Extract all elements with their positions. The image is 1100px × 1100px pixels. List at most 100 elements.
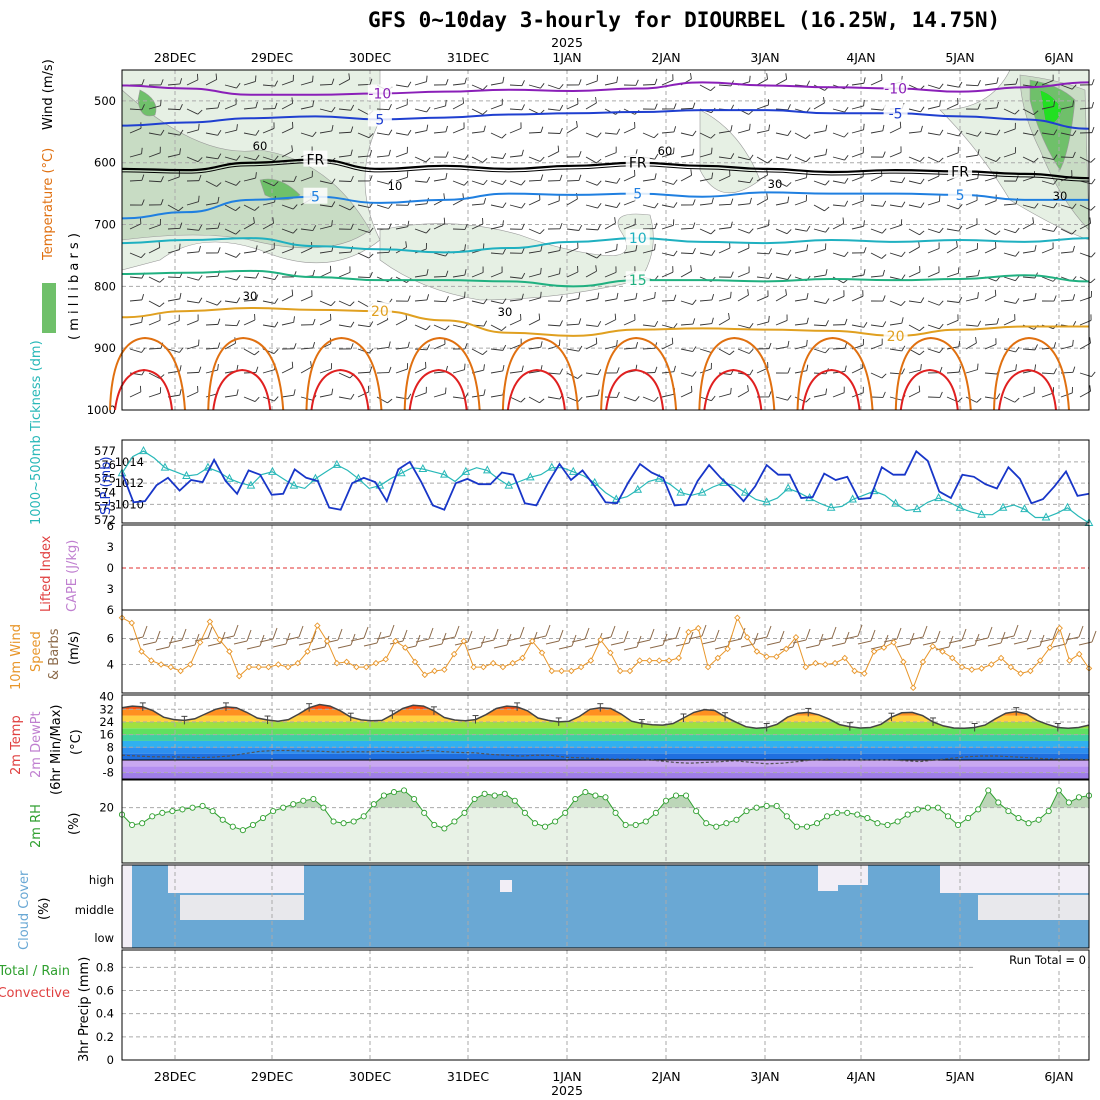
wind-barb-flag: [160, 99, 162, 106]
wind-barb: [984, 132, 997, 136]
wind-speed-marker: [470, 663, 477, 671]
wind-speed-marker: [577, 663, 585, 671]
wind-barb: [832, 156, 845, 161]
wind-barb: [851, 295, 864, 302]
wind-barb-flag: [692, 222, 696, 229]
rh-marker: [270, 808, 277, 815]
wind-barb-flag: [785, 289, 787, 296]
wind10m-barb-flag: [636, 635, 642, 648]
rh-marker: [360, 813, 367, 820]
wind-barb: [775, 228, 788, 235]
wind-barb: [870, 372, 883, 379]
wind-barb-flag: [692, 371, 697, 377]
wind-barb: [1003, 319, 1016, 326]
cloud-tick-label: middle: [75, 903, 114, 917]
wind-barb-flag: [179, 78, 183, 85]
wind-barb-flag: [482, 85, 488, 91]
rh-marker: [290, 801, 297, 808]
isotherm-30: [408, 368, 468, 411]
wind-barb: [908, 228, 920, 236]
rh-marker: [149, 813, 156, 820]
wind-barb-flag: [559, 244, 562, 251]
wind-barb: [889, 252, 902, 258]
wind-barb: [813, 394, 826, 398]
wind-barb-flag: [215, 73, 218, 80]
thickness-marker: [912, 504, 922, 513]
wind-barb: [414, 228, 427, 234]
wind-barb: [946, 272, 959, 278]
rh-marker: [310, 795, 317, 803]
wind-barb: [585, 102, 597, 110]
wind10m-barb-flag: [987, 626, 993, 639]
rh-marker: [662, 797, 669, 804]
wind-barb-flag: [405, 241, 407, 248]
wind-barb: [699, 153, 712, 158]
wind-barb-flag: [806, 244, 809, 251]
wind-barb: [490, 300, 503, 305]
wind-barb: [167, 108, 181, 111]
wind-barb-flag: [901, 177, 906, 183]
wind10m-barb: [350, 637, 365, 642]
cloud-middle-gap2: [978, 895, 1089, 920]
wind-barb-flag: [407, 220, 410, 227]
rh-marker: [693, 808, 700, 815]
wind-speed-marker: [1007, 663, 1015, 671]
wind-barb-flag: [445, 125, 448, 132]
wind-barb-flag: [825, 148, 828, 155]
rh-marker: [612, 809, 619, 816]
wind-barb-flag: [654, 202, 659, 209]
wind-barb: [661, 224, 674, 230]
rh-marker: [129, 821, 136, 829]
wind-barb: [794, 370, 807, 374]
wind-barb-flag: [312, 269, 315, 276]
wind-barb: [794, 323, 807, 326]
temp-band: [122, 766, 1089, 773]
wind-barb: [927, 248, 940, 254]
wind-barb-flag: [331, 178, 336, 184]
rh-marker: [1045, 808, 1052, 815]
wind-barb-flag: [577, 374, 583, 379]
temp-tick-label: 16: [99, 728, 114, 742]
wind-barb: [376, 204, 389, 209]
wind-speed-marker: [294, 659, 302, 667]
temp-tick-label: -8: [103, 766, 114, 780]
wind-barb-flag: [730, 387, 732, 394]
wind-barb: [737, 390, 749, 398]
wind-barb: [395, 84, 408, 88]
wind-barb: [319, 204, 332, 208]
wind-barb-flag: [882, 295, 886, 302]
wind-barb-flag: [388, 366, 392, 373]
wind-barb-flag: [179, 389, 182, 396]
wind-barb-flag: [673, 179, 678, 185]
wind10m-barb-flag: [1026, 629, 1032, 642]
wind-barb: [1003, 369, 1016, 374]
wind-barb-flag: [464, 291, 466, 298]
wind-barb-flag: [483, 389, 486, 396]
wind-barb: [148, 319, 161, 326]
wind-barb-flag: [426, 269, 429, 276]
wind-barb: [129, 252, 142, 259]
wind-speed-marker: [655, 657, 663, 664]
isotherm-25: [993, 336, 1070, 411]
wind-barb: [984, 156, 997, 162]
wind-barb: [547, 108, 560, 111]
wind-speed-marker: [1027, 667, 1034, 675]
wind-barb-flag: [255, 172, 257, 179]
wind-barb: [832, 252, 845, 257]
wind-barb: [699, 299, 712, 302]
wind-barb: [661, 153, 674, 158]
wind-barb: [737, 156, 750, 161]
wind-barb: [528, 273, 541, 278]
wind-barb: [357, 324, 370, 328]
wind-barb-flag: [711, 197, 714, 204]
wind-barb: [395, 176, 408, 182]
wind-barb-flag: [312, 225, 317, 231]
wind-barb: [471, 108, 483, 115]
wind-barb-flag: [1034, 81, 1039, 87]
wind-barb: [737, 348, 750, 354]
wind-barb: [338, 180, 352, 182]
y-tick-label: 600: [94, 156, 116, 170]
wind-barb-flag: [787, 367, 791, 374]
wind-barb-flag: [255, 154, 260, 161]
